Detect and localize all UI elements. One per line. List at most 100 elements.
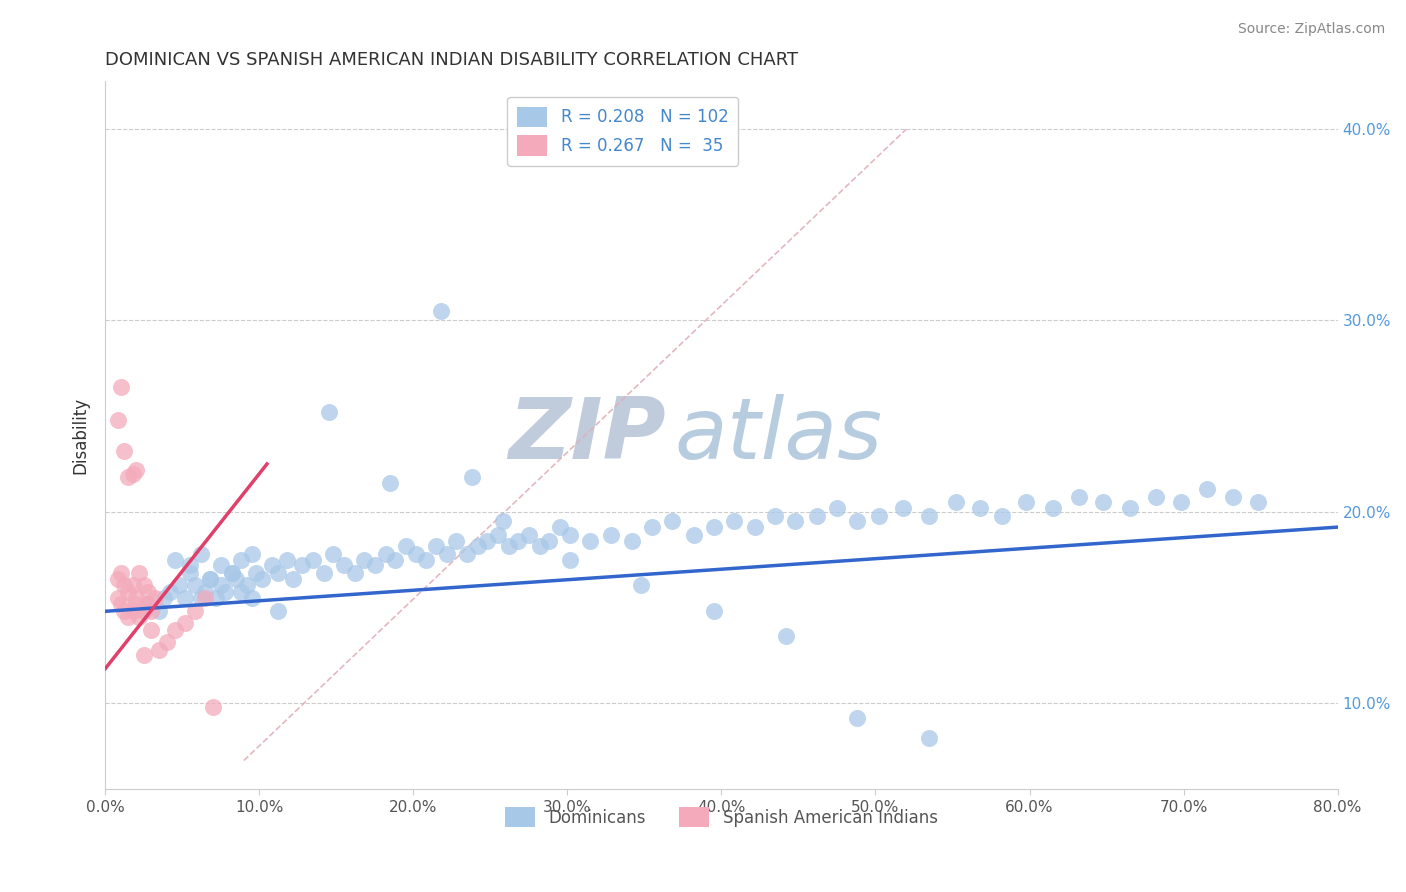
Text: DOMINICAN VS SPANISH AMERICAN INDIAN DISABILITY CORRELATION CHART: DOMINICAN VS SPANISH AMERICAN INDIAN DIS… <box>105 51 799 69</box>
Point <box>229 585 252 599</box>
Point <box>260 558 283 573</box>
Point <box>156 635 179 649</box>
Point <box>579 533 602 548</box>
Point <box>143 591 166 605</box>
Point <box>148 604 170 618</box>
Point <box>744 520 766 534</box>
Point <box>486 528 509 542</box>
Point <box>205 591 228 605</box>
Point <box>276 552 298 566</box>
Point <box>425 539 447 553</box>
Point <box>945 495 967 509</box>
Point <box>548 520 571 534</box>
Point <box>125 463 148 477</box>
Point <box>190 591 212 605</box>
Point <box>112 443 135 458</box>
Point <box>703 604 725 618</box>
Point <box>291 558 314 573</box>
Point <box>138 597 160 611</box>
Point <box>318 405 340 419</box>
Point <box>364 558 387 573</box>
Point <box>122 604 145 618</box>
Point <box>112 577 135 591</box>
Point <box>283 572 305 586</box>
Point <box>384 552 406 566</box>
Point <box>128 610 150 624</box>
Point <box>214 585 236 599</box>
Point <box>1246 495 1268 509</box>
Point <box>641 520 664 534</box>
Point <box>167 577 190 591</box>
Point <box>333 558 356 573</box>
Point <box>183 604 205 618</box>
Point <box>117 610 139 624</box>
Point <box>148 642 170 657</box>
Point <box>529 539 551 553</box>
Point <box>229 552 252 566</box>
Point <box>405 547 427 561</box>
Point <box>221 566 243 580</box>
Point <box>117 470 139 484</box>
Point <box>240 591 263 605</box>
Point <box>267 566 290 580</box>
Point <box>132 577 155 591</box>
Text: ZIP: ZIP <box>509 393 666 477</box>
Point <box>374 547 396 561</box>
Point <box>174 591 197 605</box>
Point <box>868 508 890 523</box>
Point <box>661 515 683 529</box>
Point <box>1222 490 1244 504</box>
Point <box>918 508 941 523</box>
Point <box>446 533 468 548</box>
Point <box>703 520 725 534</box>
Point <box>141 604 163 618</box>
Point <box>190 547 212 561</box>
Point <box>560 552 582 566</box>
Point <box>194 591 217 605</box>
Point <box>122 577 145 591</box>
Point <box>775 629 797 643</box>
Point <box>599 528 621 542</box>
Point <box>477 533 499 548</box>
Point <box>380 476 402 491</box>
Point <box>343 566 366 580</box>
Point <box>117 585 139 599</box>
Point <box>506 533 529 548</box>
Point <box>430 304 453 318</box>
Point <box>132 648 155 663</box>
Point <box>415 552 437 566</box>
Point <box>918 731 941 745</box>
Point <box>1195 482 1218 496</box>
Point <box>122 467 145 481</box>
Point <box>312 566 335 580</box>
Point <box>991 508 1014 523</box>
Point <box>132 604 155 618</box>
Point <box>159 585 181 599</box>
Point <box>436 547 458 561</box>
Point <box>682 528 704 542</box>
Point <box>163 552 186 566</box>
Point <box>183 577 205 591</box>
Point <box>621 533 644 548</box>
Point <box>560 528 582 542</box>
Point <box>1042 500 1064 515</box>
Point <box>194 585 217 599</box>
Point <box>846 515 869 529</box>
Point <box>225 572 247 586</box>
Point <box>1067 490 1090 504</box>
Point <box>1015 495 1038 509</box>
Point <box>125 597 148 611</box>
Point <box>198 572 221 586</box>
Point <box>785 515 807 529</box>
Point <box>723 515 745 529</box>
Point <box>969 500 991 515</box>
Point <box>394 539 416 553</box>
Point <box>245 566 267 580</box>
Point <box>322 547 344 561</box>
Point <box>825 500 848 515</box>
Point <box>456 547 478 561</box>
Point <box>630 577 652 591</box>
Point <box>174 615 197 630</box>
Point <box>252 572 274 586</box>
Point <box>1092 495 1115 509</box>
